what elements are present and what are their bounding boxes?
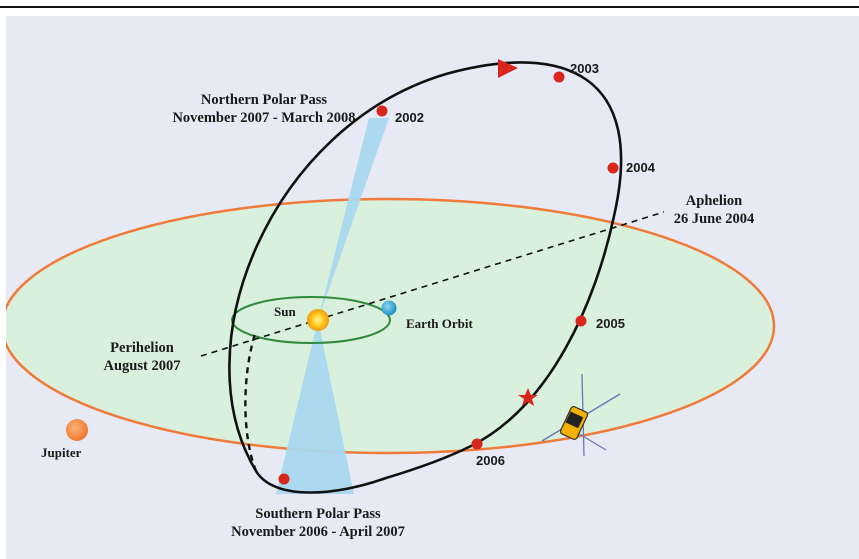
year-label-2004: 2004 <box>626 160 656 175</box>
year-label-2002: 2002 <box>395 110 424 125</box>
year-marker-2004 <box>607 162 619 174</box>
earth-orbit <box>231 296 391 344</box>
aphelion-date: 26 June 2004 <box>674 211 755 227</box>
spacecraft-icon <box>541 373 621 457</box>
jupiter-icon <box>66 419 88 441</box>
earth-orbit-label: Earth Orbit <box>406 316 473 331</box>
year-marker-2005 <box>575 315 587 327</box>
southern-pass-dates: November 2006 - April 2007 <box>231 524 405 540</box>
top-rule <box>0 6 859 8</box>
southern-polar-cone <box>276 320 354 494</box>
northern-pass-dates: November 2007 - March 2008 <box>172 110 355 126</box>
orbit-diagram: Northern Polar Pass November 2007 - Marc… <box>6 59 776 540</box>
jupiter-orbit-plane <box>6 197 776 455</box>
trajectory-bottom <box>254 444 472 494</box>
year-marker-2006 <box>471 438 483 450</box>
trajectory-dashed <box>244 333 258 472</box>
sun-label: Sun <box>274 304 296 319</box>
aphelion-title: Aphelion <box>686 193 742 209</box>
line-of-apsides <box>200 211 665 357</box>
year-label-2006: 2006 <box>476 453 505 468</box>
triangle-arrow-icon <box>498 59 518 78</box>
southern-pass-marker <box>278 473 290 485</box>
southern-pass-title: Southern Polar Pass <box>255 506 381 522</box>
northern-polar-cone <box>318 118 389 320</box>
year-label-2003: 2003 <box>570 61 599 76</box>
star-icon <box>518 388 538 406</box>
diagram-panel: Northern Polar Pass November 2007 - Marc… <box>6 16 859 559</box>
year-label-2005: 2005 <box>596 316 625 331</box>
sun-icon <box>307 309 329 331</box>
northern-pass-title: Northern Polar Pass <box>201 92 328 108</box>
year-marker-2003 <box>553 71 565 83</box>
jupiter-label: Jupiter <box>41 445 82 460</box>
perihelion-date: August 2007 <box>104 358 181 374</box>
perihelion-title: Perihelion <box>110 340 174 356</box>
earth-icon <box>381 300 397 316</box>
year-marker-2002 <box>376 105 388 117</box>
trajectory-solid <box>228 61 623 472</box>
